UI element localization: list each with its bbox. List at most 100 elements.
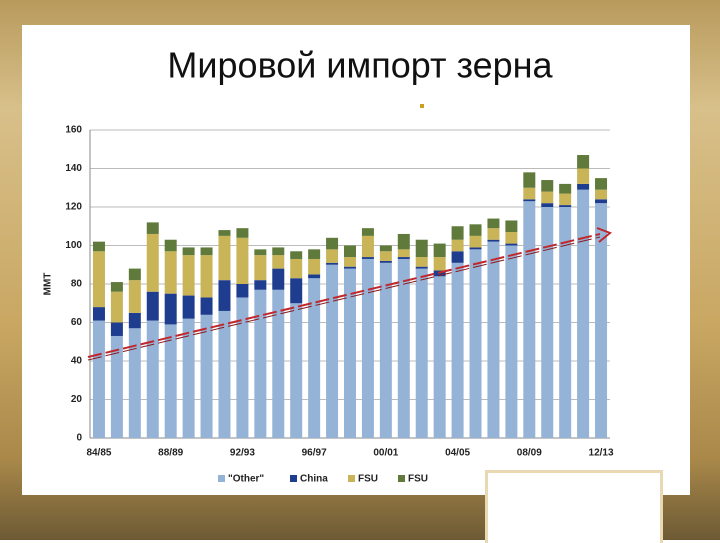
legend-swatch (348, 475, 355, 482)
bar-segment (595, 189, 608, 200)
bar-segment (290, 303, 303, 438)
bar-segment (92, 307, 105, 321)
bar-segment (469, 247, 482, 250)
bar-segment (200, 297, 213, 315)
bar-segment (146, 233, 159, 292)
bar-segment (397, 249, 410, 258)
bar-segment (577, 168, 590, 184)
bar-segment (326, 237, 339, 250)
bar-segment (236, 228, 249, 238)
legend-swatch (290, 475, 297, 482)
bar-segment (415, 268, 428, 438)
bar-segment (541, 191, 554, 204)
bar-segment (218, 280, 231, 311)
bar-segment (451, 226, 464, 240)
bar-segment (505, 220, 518, 233)
bar-segment (379, 260, 392, 263)
bar-segment (308, 249, 321, 259)
bar-segment (451, 262, 464, 438)
bar-segment (236, 237, 249, 284)
bar-segment (487, 228, 500, 240)
bar-segment (200, 314, 213, 438)
bar-segment (433, 257, 446, 271)
bar-segment (272, 247, 285, 256)
bar-segment (559, 183, 572, 194)
bar-segment (92, 251, 105, 308)
bar-segment (344, 268, 356, 438)
trend-line (87, 233, 601, 358)
bar-segment (415, 257, 428, 267)
bar-segment (308, 278, 321, 438)
bar-segment (523, 199, 536, 202)
bar-segment (146, 320, 159, 438)
y-axis-label: MMT (43, 273, 54, 296)
x-tick-label: 08/09 (517, 448, 542, 459)
legend-swatch (218, 475, 225, 482)
y-tick-label: 20 (71, 394, 83, 405)
legend-swatch (398, 475, 405, 482)
bar-segment (523, 187, 536, 200)
bar-segment (469, 235, 482, 248)
bar-segment (559, 193, 572, 206)
bar-segment (361, 228, 374, 236)
bar-segment (451, 251, 464, 263)
y-tick-label: 60 (71, 317, 83, 328)
bar-segment (254, 255, 267, 281)
chart-title: Мировой импорт зерна (167, 45, 553, 86)
y-tick-label: 140 (65, 163, 82, 174)
bar-segment (505, 245, 518, 438)
bar-segment (272, 255, 285, 269)
bar-segment (541, 180, 554, 192)
bar-segment (559, 205, 572, 207)
bar-segment (344, 245, 356, 258)
y-tick-label: 80 (71, 279, 83, 290)
bar-segment (218, 230, 231, 236)
bar-segment (326, 264, 339, 438)
bar-segment (92, 241, 105, 252)
x-tick-label: 88/89 (158, 448, 183, 459)
y-tick-label: 160 (65, 125, 82, 136)
bar-segment (164, 239, 177, 252)
bar-segment (128, 268, 141, 281)
x-tick-label: 04/05 (445, 448, 470, 459)
bar-segment (110, 322, 123, 336)
bar-segment (272, 268, 285, 290)
bar-segment (308, 274, 321, 279)
bar-segment (218, 235, 231, 281)
bar-segment (128, 328, 141, 438)
bar-segment (361, 235, 374, 258)
bar-segment (505, 243, 518, 246)
bar-segment (218, 310, 231, 438)
bar-segment (505, 232, 518, 244)
bar-segment (415, 266, 428, 269)
y-tick-label: 40 (71, 356, 83, 367)
bar-segment (182, 255, 195, 296)
bar-segment (164, 251, 177, 294)
bar-segment (559, 207, 572, 438)
bar-segment (361, 257, 374, 259)
bar-segment (344, 266, 356, 269)
bar-segment (254, 280, 267, 290)
bar-segment (577, 183, 590, 190)
bar-segment (541, 207, 554, 438)
bar-segment (182, 295, 195, 319)
bar-segment (236, 284, 249, 298)
bar-segment (272, 289, 285, 438)
bar-segment (469, 224, 482, 236)
legend-label: FSU (408, 474, 428, 485)
bar-segment (361, 258, 374, 438)
bar-segment (146, 222, 159, 234)
bar-segment (433, 276, 446, 438)
bar-segment (110, 282, 123, 292)
bar-segment (397, 258, 410, 438)
bar-segment (290, 258, 303, 279)
bar-segment (595, 178, 608, 190)
x-tick-label: 92/93 (230, 448, 255, 459)
bar-segment (541, 203, 554, 207)
y-tick-label: 120 (65, 202, 82, 213)
bar-segment (200, 255, 213, 298)
bar-segment (379, 262, 392, 438)
bar-segment (110, 291, 123, 323)
bar-segment (308, 258, 321, 275)
